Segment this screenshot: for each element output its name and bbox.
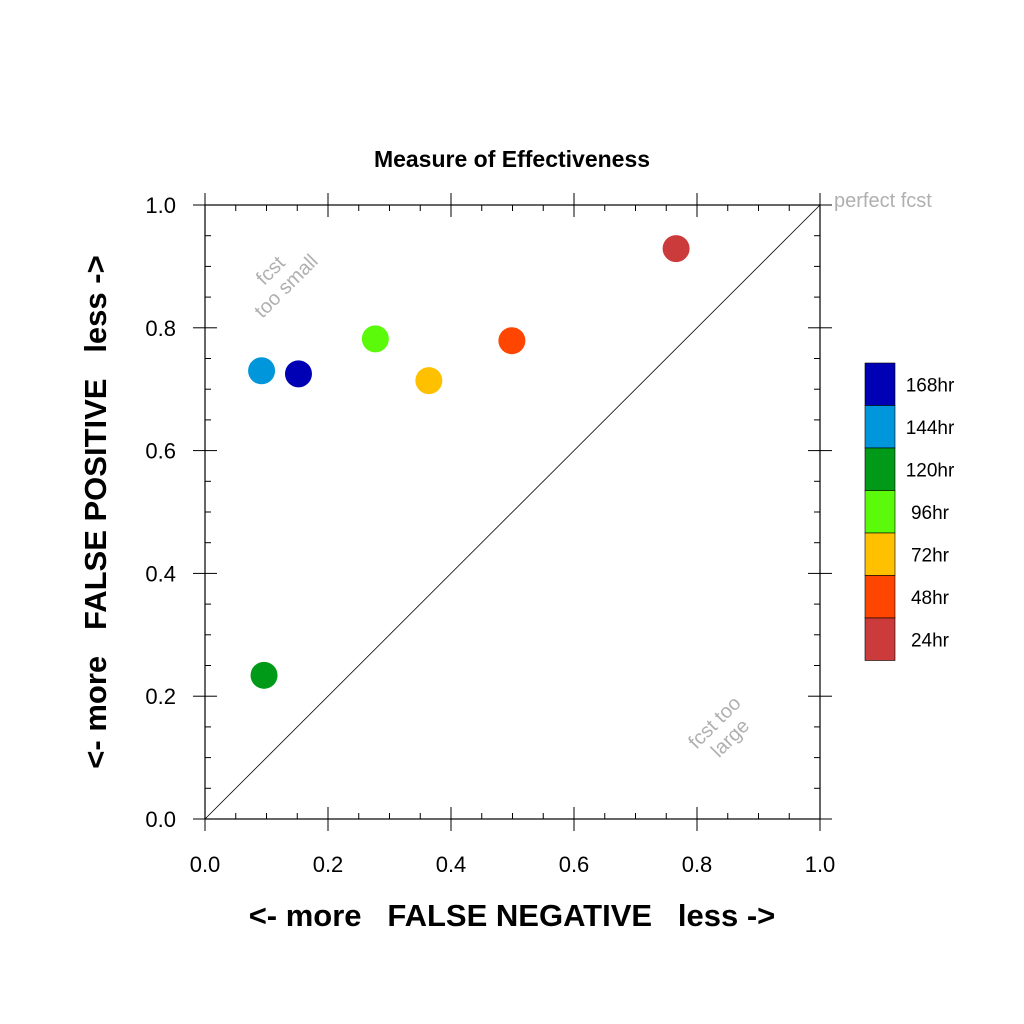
x-tick-label: 0.6 — [559, 852, 590, 877]
y-tick-label: 0.8 — [145, 316, 176, 341]
x-axis-label: <- more FALSE NEGATIVE less -> — [249, 898, 776, 933]
y-axis-label: <- more FALSE POSITIVE less -> — [78, 255, 113, 768]
x-tick-label: 0.8 — [682, 852, 713, 877]
y-tick-label: 0.2 — [145, 684, 176, 709]
x-tick-label: 0.4 — [436, 852, 467, 877]
legend-swatch-168hr — [864, 362, 896, 406]
data-point-48hr — [498, 327, 526, 355]
annotation-too-large: fcst toolarge — [684, 692, 761, 769]
legend-swatch-48hr — [864, 575, 896, 619]
legend-label-120hr: 120hr — [906, 460, 955, 481]
chart-title: Measure of Effectiveness — [374, 146, 650, 172]
legend-label-24hr: 24hr — [911, 630, 950, 651]
plot-area: 0.0 0.2 0.4 0.6 0.8 1.0 0.0 0.2 0.4 0.6 0.8 1.0 perf… — [145, 190, 932, 877]
data-point-120hr — [250, 661, 278, 689]
diagonal-line — [204, 204, 821, 820]
annotation-perfect-fcst: perfect fcst — [834, 190, 932, 212]
y-tick-label: 0.0 — [145, 807, 176, 832]
x-tick-label: 0.0 — [190, 852, 221, 877]
legend-swatch-96hr — [864, 490, 896, 534]
data-point-144hr — [248, 357, 276, 385]
annotation-too-small: fcsttoo small — [235, 235, 323, 323]
legend-swatch-120hr — [864, 447, 896, 491]
x-tick-label: 1.0 — [805, 852, 836, 877]
y-tick-label: 0.4 — [145, 561, 176, 586]
y-tick-label: 1.0 — [145, 193, 176, 218]
x-tick-label: 0.2 — [313, 852, 344, 877]
legend-swatch-72hr — [864, 532, 896, 576]
y-tick-label: 0.6 — [145, 439, 176, 464]
legend-label-48hr: 48hr — [911, 588, 950, 609]
legend-swatch-24hr — [864, 617, 896, 661]
data-point-24hr — [662, 235, 690, 263]
data-point-168hr — [284, 360, 312, 388]
legend-label-168hr: 168hr — [906, 375, 955, 396]
data-point-72hr — [415, 367, 443, 395]
legend-swatch-144hr — [864, 405, 896, 449]
legend-label-72hr: 72hr — [911, 545, 950, 566]
data-point-96hr — [361, 325, 389, 353]
legend-label-96hr: 96hr — [911, 503, 950, 524]
legend: 168hr 144hr 120hr 96hr 72hr 48hr 24hr — [864, 362, 955, 661]
annotation-line: too small — [250, 250, 322, 322]
legend-label-144hr: 144hr — [906, 418, 955, 439]
